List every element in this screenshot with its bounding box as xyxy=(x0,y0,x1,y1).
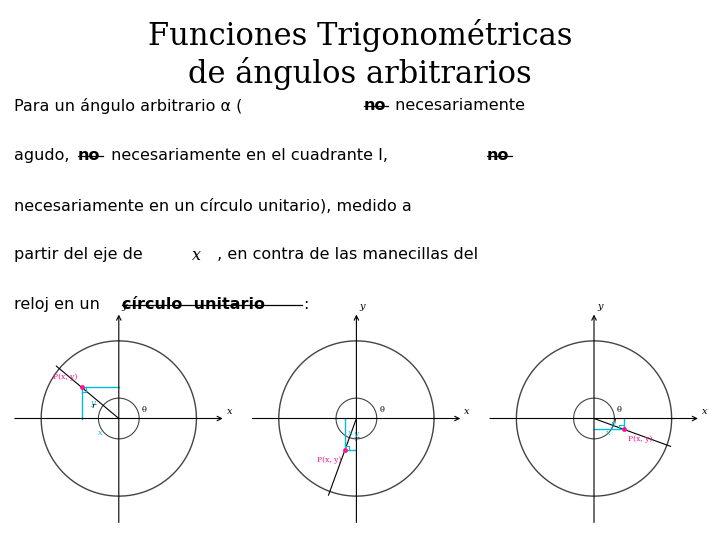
Text: partir del eje de: partir del eje de xyxy=(14,247,148,262)
Text: y: y xyxy=(597,302,603,311)
Text: r: r xyxy=(354,435,358,443)
Text: x: x xyxy=(192,247,201,265)
Text: x: x xyxy=(348,429,353,437)
Text: x: x xyxy=(464,407,469,416)
Text: x: x xyxy=(98,429,102,437)
Text: :: : xyxy=(304,298,309,312)
Text: Para un ángulo arbitrario α (: Para un ángulo arbitrario α ( xyxy=(14,98,243,114)
Text: agudo,: agudo, xyxy=(14,147,75,163)
Text: Funciones Trigonométricas: Funciones Trigonométricas xyxy=(148,19,572,52)
Text: θ: θ xyxy=(379,406,384,414)
Text: θ: θ xyxy=(617,406,621,414)
Text: x: x xyxy=(702,407,707,416)
Text: θ: θ xyxy=(142,406,146,414)
Text: r: r xyxy=(613,416,617,424)
Text: no: no xyxy=(78,147,100,163)
Text: no: no xyxy=(364,98,386,113)
Text: y: y xyxy=(359,302,365,311)
Text: , en contra de las manecillas del: , en contra de las manecillas del xyxy=(212,247,478,262)
Text: r: r xyxy=(91,402,96,410)
Text: P(x, y): P(x, y) xyxy=(628,435,652,443)
Text: y: y xyxy=(122,302,127,311)
Text: de ángulos arbitrarios: de ángulos arbitrarios xyxy=(188,57,532,90)
Text: y: y xyxy=(90,399,94,407)
Text: y: y xyxy=(353,430,358,438)
Text: necesariamente en un círculo unitario), medido a: necesariamente en un círculo unitario), … xyxy=(14,198,412,213)
Text: x: x xyxy=(606,429,611,437)
Text: no: no xyxy=(487,147,510,163)
Text: x: x xyxy=(227,407,232,416)
Text: P(x, y): P(x, y) xyxy=(53,374,78,381)
Text: y: y xyxy=(611,420,616,428)
Text: círculo  unitario: círculo unitario xyxy=(122,298,265,312)
Text: P(x, y): P(x, y) xyxy=(317,456,341,464)
Text: necesariamente: necesariamente xyxy=(390,98,526,113)
Text: reloj en un: reloj en un xyxy=(14,298,105,312)
Text: necesariamente en el cuadrante I,: necesariamente en el cuadrante I, xyxy=(106,147,393,163)
